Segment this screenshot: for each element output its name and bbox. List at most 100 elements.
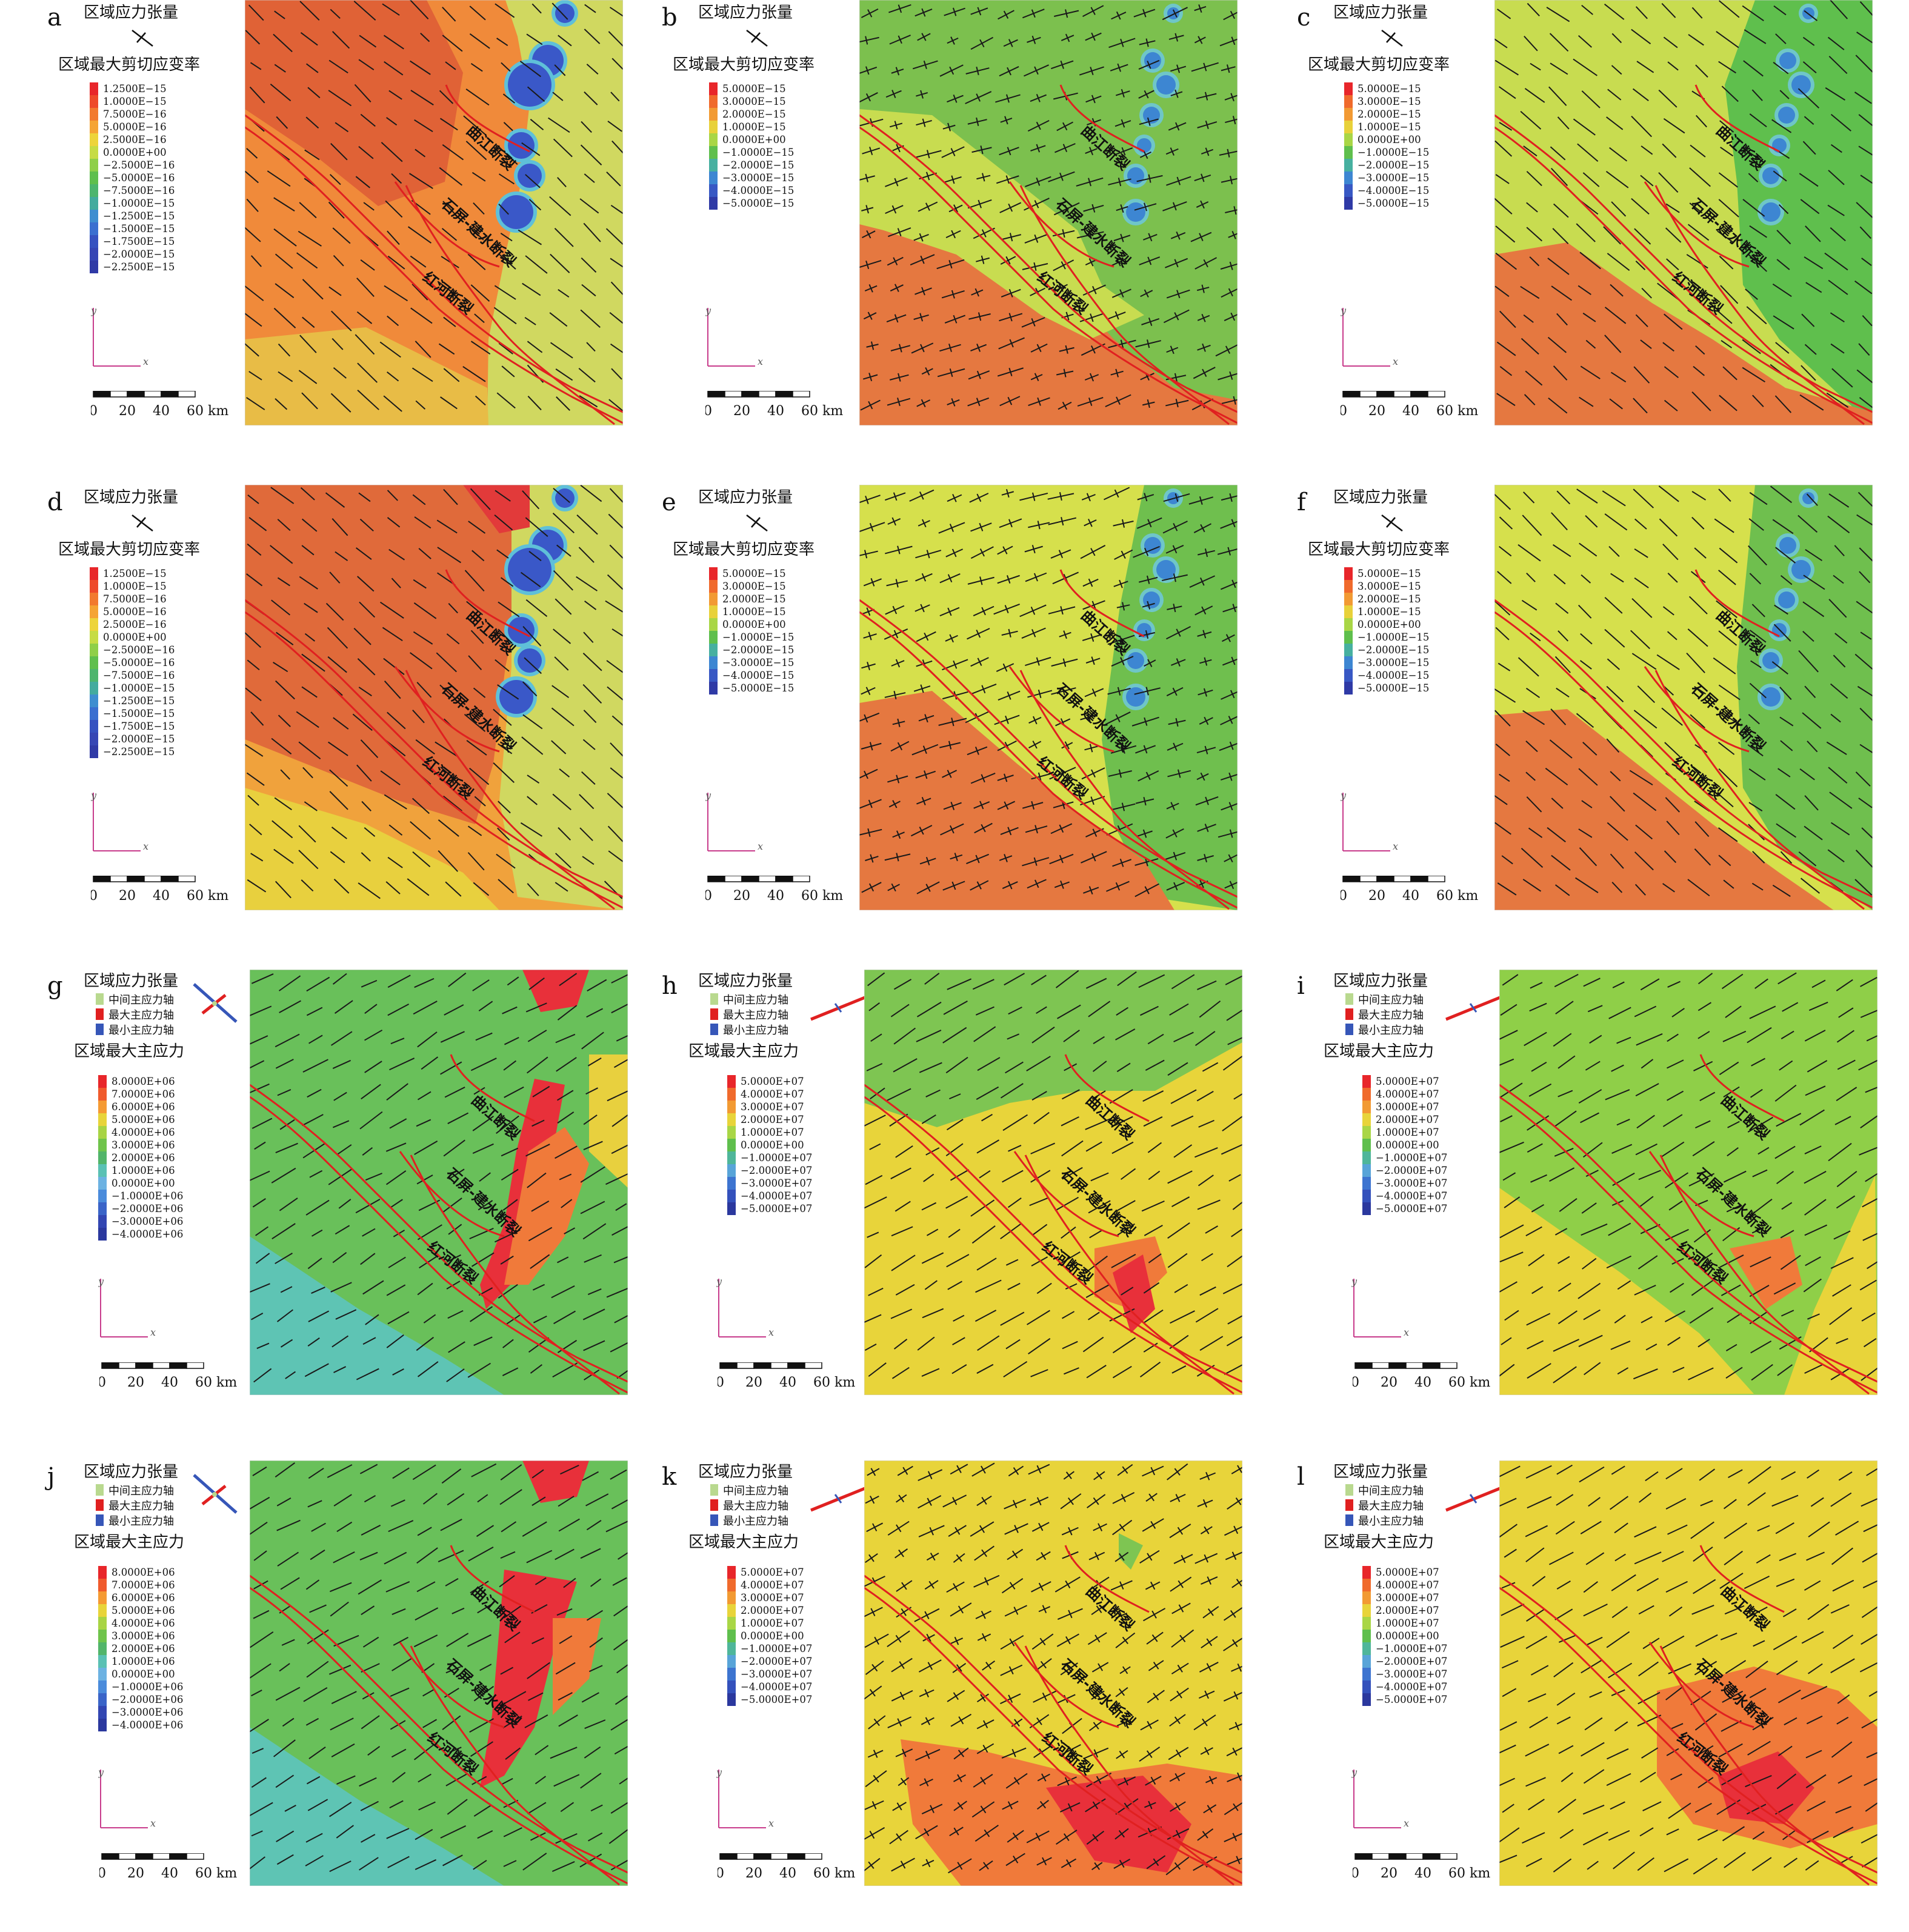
colorbar-row: 5.0000E+06 (98, 1113, 183, 1126)
colorbar-swatch (98, 1151, 107, 1164)
colorbar-label: −2.0000E+07 (741, 1165, 813, 1176)
colorbar-swatch (709, 567, 718, 580)
colorbar: 5.0000E−15 3.0000E−15 2.0000E−15 1.0000E−15… (1344, 567, 1429, 695)
scale-tick-label: 40 (767, 404, 784, 419)
y-axis-label: y (716, 1770, 722, 1778)
anomaly-core (1778, 591, 1795, 608)
fault-trace (1064, 1054, 1150, 1122)
colorbar-label: 1.0000E−15 (1358, 121, 1421, 133)
colorbar-swatch (1362, 1579, 1371, 1591)
tensor-symbol-icon (746, 515, 768, 531)
colorbar-row: −4.0000E−15 (709, 184, 794, 197)
colorbar-swatch (727, 1591, 736, 1604)
colorbar-swatch (98, 1164, 107, 1177)
fault-trace (1064, 1545, 1150, 1613)
colorbar-label: 7.0000E+06 (112, 1088, 175, 1100)
colorbar-row: −2.0000E−15 (709, 644, 794, 656)
legend-label: 最小主应力轴 (1358, 1514, 1424, 1528)
colorbar-swatch (1362, 1126, 1371, 1139)
stress-tensor-glyphs (864, 1462, 1242, 1876)
legend-label: 中间主应力轴 (1358, 1484, 1424, 1497)
legend-item: 中间主应力轴 (96, 1482, 174, 1497)
colorbar-row: 3.0000E+07 (727, 1101, 812, 1113)
y-axis-label: y (705, 308, 711, 316)
colorbar-label: 7.5000E−16 (103, 593, 167, 605)
colorbar-label: −1.0000E−15 (1358, 631, 1430, 643)
fault-trace (1019, 670, 1230, 910)
scale-tick-label: 60 km (1448, 1866, 1490, 1881)
colorbar-swatch (90, 108, 98, 121)
colorbar-swatch (709, 593, 718, 605)
colorbar-row: −4.0000E+07 (727, 1681, 812, 1693)
axis-glyph: yx (716, 1770, 774, 1829)
colorbar-swatch (90, 593, 98, 605)
legend-swatch (710, 993, 718, 1005)
anomaly-core (1126, 687, 1145, 707)
x-axis-label: x (768, 1817, 774, 1829)
colorbar-row: 0.0000E+00 (98, 1668, 183, 1681)
colorbar-label: −3.0000E+07 (741, 1668, 813, 1680)
tensor-symbol-icon (132, 515, 153, 531)
colorbar-swatch (709, 669, 718, 682)
legend-item: 最大主应力轴 (96, 1007, 174, 1022)
colorbar-label: −1.0000E−15 (722, 631, 795, 643)
field-zone (245, 327, 488, 425)
scale-tick-label: 0 (91, 404, 98, 419)
tensor-symbol-icon (810, 1485, 868, 1512)
colorbar-swatch (1362, 1681, 1371, 1693)
figure-panel-c: c 区域应力张量 区域最大剪切应变率 5.0000E−15 3.0000E−15 2.00… (1250, 0, 1886, 473)
colorbar-label: 1.0000E+06 (112, 1165, 175, 1176)
colorbar-label: −1.0000E−15 (103, 198, 175, 209)
legend-swatch (710, 1024, 718, 1035)
colorbar-label: −2.0000E+06 (112, 1694, 184, 1705)
colorbar-row: 5.0000E−15 (1344, 567, 1429, 580)
colorbar-row: −1.2500E−15 (90, 695, 175, 707)
colorbar-label: 5.0000E−15 (722, 83, 786, 95)
colorbar-row: −2.0000E+07 (1362, 1655, 1447, 1668)
colorbar-swatch (1344, 146, 1353, 159)
colorbar-row: 0.0000E+00 (709, 618, 794, 631)
colorbar-label: 2.0000E+06 (112, 1643, 175, 1654)
colorbar-label: −4.0000E+07 (1376, 1190, 1448, 1202)
colorbar-label: 6.0000E+06 (112, 1101, 175, 1113)
colorbar-label: 5.0000E+07 (1376, 1076, 1439, 1087)
colorbar-swatch (727, 1642, 736, 1655)
colorbar-row: −1.0000E+06 (98, 1681, 183, 1693)
colorbar-row: −1.7500E−15 (90, 235, 175, 248)
colorbar-row: −3.0000E−15 (1344, 656, 1429, 669)
axis-glyph: yx (91, 793, 148, 852)
colorbar-label: 3.0000E+07 (741, 1101, 804, 1113)
colorbar-swatch (1362, 1630, 1371, 1642)
colorbar-label: −1.7500E−15 (103, 721, 175, 732)
colorbar-row: 0.0000E+00 (1362, 1139, 1447, 1151)
fault-trace (864, 1587, 1242, 1885)
scale-tick-label: 40 (779, 1866, 796, 1881)
scale-tick-label: 0 (1353, 1375, 1359, 1390)
colorbar-row: −3.0000E+07 (727, 1177, 812, 1190)
legend-item: 最大主应力轴 (1345, 1497, 1424, 1513)
fault-trace (1494, 599, 1873, 898)
colorbar-row: 0.0000E+00 (98, 1177, 183, 1190)
colorbar-swatch (709, 146, 718, 159)
colorbar-row: 2.0000E−15 (1344, 593, 1429, 605)
colorbar-swatch (727, 1630, 736, 1642)
y-axis-label: y (1341, 308, 1347, 316)
colorbar-label: 2.0000E−15 (1358, 593, 1421, 605)
colorbar-label: 0.0000E+00 (103, 147, 167, 158)
scale-bar: 0 20 40 60 km (91, 391, 228, 419)
y-axis-label: y (1341, 793, 1347, 801)
legend-item: 最小主应力轴 (96, 1022, 174, 1037)
field-title: 区域最大主应力 (688, 1533, 799, 1551)
colorbar-swatch (1344, 567, 1353, 580)
colorbar-label: 2.0000E−15 (1358, 108, 1421, 120)
colorbar: 5.0000E+07 4.0000E+07 3.0000E+07 2.0000E+07… (727, 1075, 812, 1215)
stress-tensor-glyphs (1499, 972, 1877, 1384)
colorbar-label: −1.0000E+07 (741, 1643, 813, 1654)
legend-label: 中间主应力轴 (108, 1484, 174, 1497)
y-axis-label: y (98, 1770, 104, 1778)
colorbar-row: −5.0000E+07 (727, 1693, 812, 1706)
colorbar-swatch (1344, 682, 1353, 695)
colorbar-label: −3.0000E−15 (1358, 657, 1430, 668)
